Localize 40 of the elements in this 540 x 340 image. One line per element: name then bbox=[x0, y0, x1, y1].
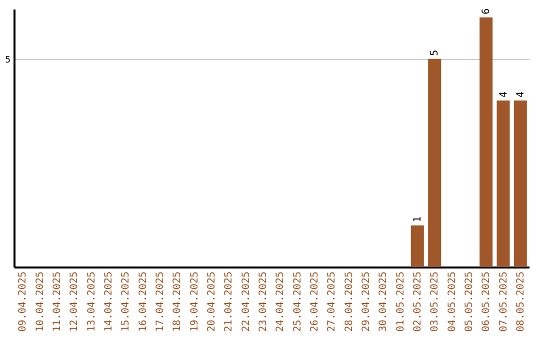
x-tick-label: 18.04.2025 bbox=[172, 272, 184, 332]
bar bbox=[496, 100, 510, 267]
data-label: 6 bbox=[481, 8, 492, 14]
x-tick-label: 14.04.2025 bbox=[103, 272, 114, 332]
x-tick-label: 15.04.2025 bbox=[120, 272, 132, 332]
x-tick-label: 06.05.2025 bbox=[481, 272, 492, 332]
x-tick-label: 29.04.2025 bbox=[360, 272, 372, 332]
x-tick-label: 22.04.2025 bbox=[240, 272, 252, 332]
data-label: 5 bbox=[430, 50, 441, 56]
x-tick-label: 16.04.2025 bbox=[138, 272, 149, 332]
x-tick-label: 02.05.2025 bbox=[412, 272, 424, 332]
x-tick-label: 21.04.2025 bbox=[224, 272, 235, 332]
x-tick-label: 09.04.2025 bbox=[18, 272, 29, 332]
x-tick-label: 05.05.2025 bbox=[464, 272, 475, 332]
data-label: 1 bbox=[412, 216, 424, 222]
x-tick-label: 10.04.2025 bbox=[34, 272, 46, 332]
x-tick-label: 19.04.2025 bbox=[189, 272, 200, 332]
bar bbox=[480, 17, 493, 267]
bar bbox=[410, 225, 424, 267]
x-tick-label: 11.04.2025 bbox=[52, 272, 63, 332]
x-tick-label: 04.05.2025 bbox=[446, 272, 458, 332]
x-tick-label: 28.04.2025 bbox=[344, 272, 355, 332]
x-tick-label: 03.05.2025 bbox=[430, 272, 441, 332]
x-tick-label: 17.04.2025 bbox=[154, 272, 166, 332]
x-tick-label: 08.05.2025 bbox=[515, 272, 526, 332]
x-tick-label: 01.05.2025 bbox=[395, 272, 406, 332]
x-tick-label: 30.04.2025 bbox=[378, 272, 390, 332]
bar bbox=[514, 100, 527, 267]
x-tick-label: 12.04.2025 bbox=[69, 272, 80, 332]
x-tick-label: 23.04.2025 bbox=[258, 272, 269, 332]
x-tick-label: 13.04.2025 bbox=[86, 272, 98, 332]
x-tick-label: 26.04.2025 bbox=[309, 272, 320, 332]
x-tick-label: 25.04.2025 bbox=[292, 272, 304, 332]
bar bbox=[428, 58, 442, 267]
data-label: 4 bbox=[498, 92, 510, 98]
x-tick-label: 07.05.2025 bbox=[498, 272, 510, 332]
x-tick-label: 20.04.2025 bbox=[206, 272, 218, 332]
x-tick-label: 24.04.2025 bbox=[275, 272, 286, 332]
data-label: 4 bbox=[515, 92, 526, 98]
x-tick-label: 27.04.2025 bbox=[326, 272, 338, 332]
